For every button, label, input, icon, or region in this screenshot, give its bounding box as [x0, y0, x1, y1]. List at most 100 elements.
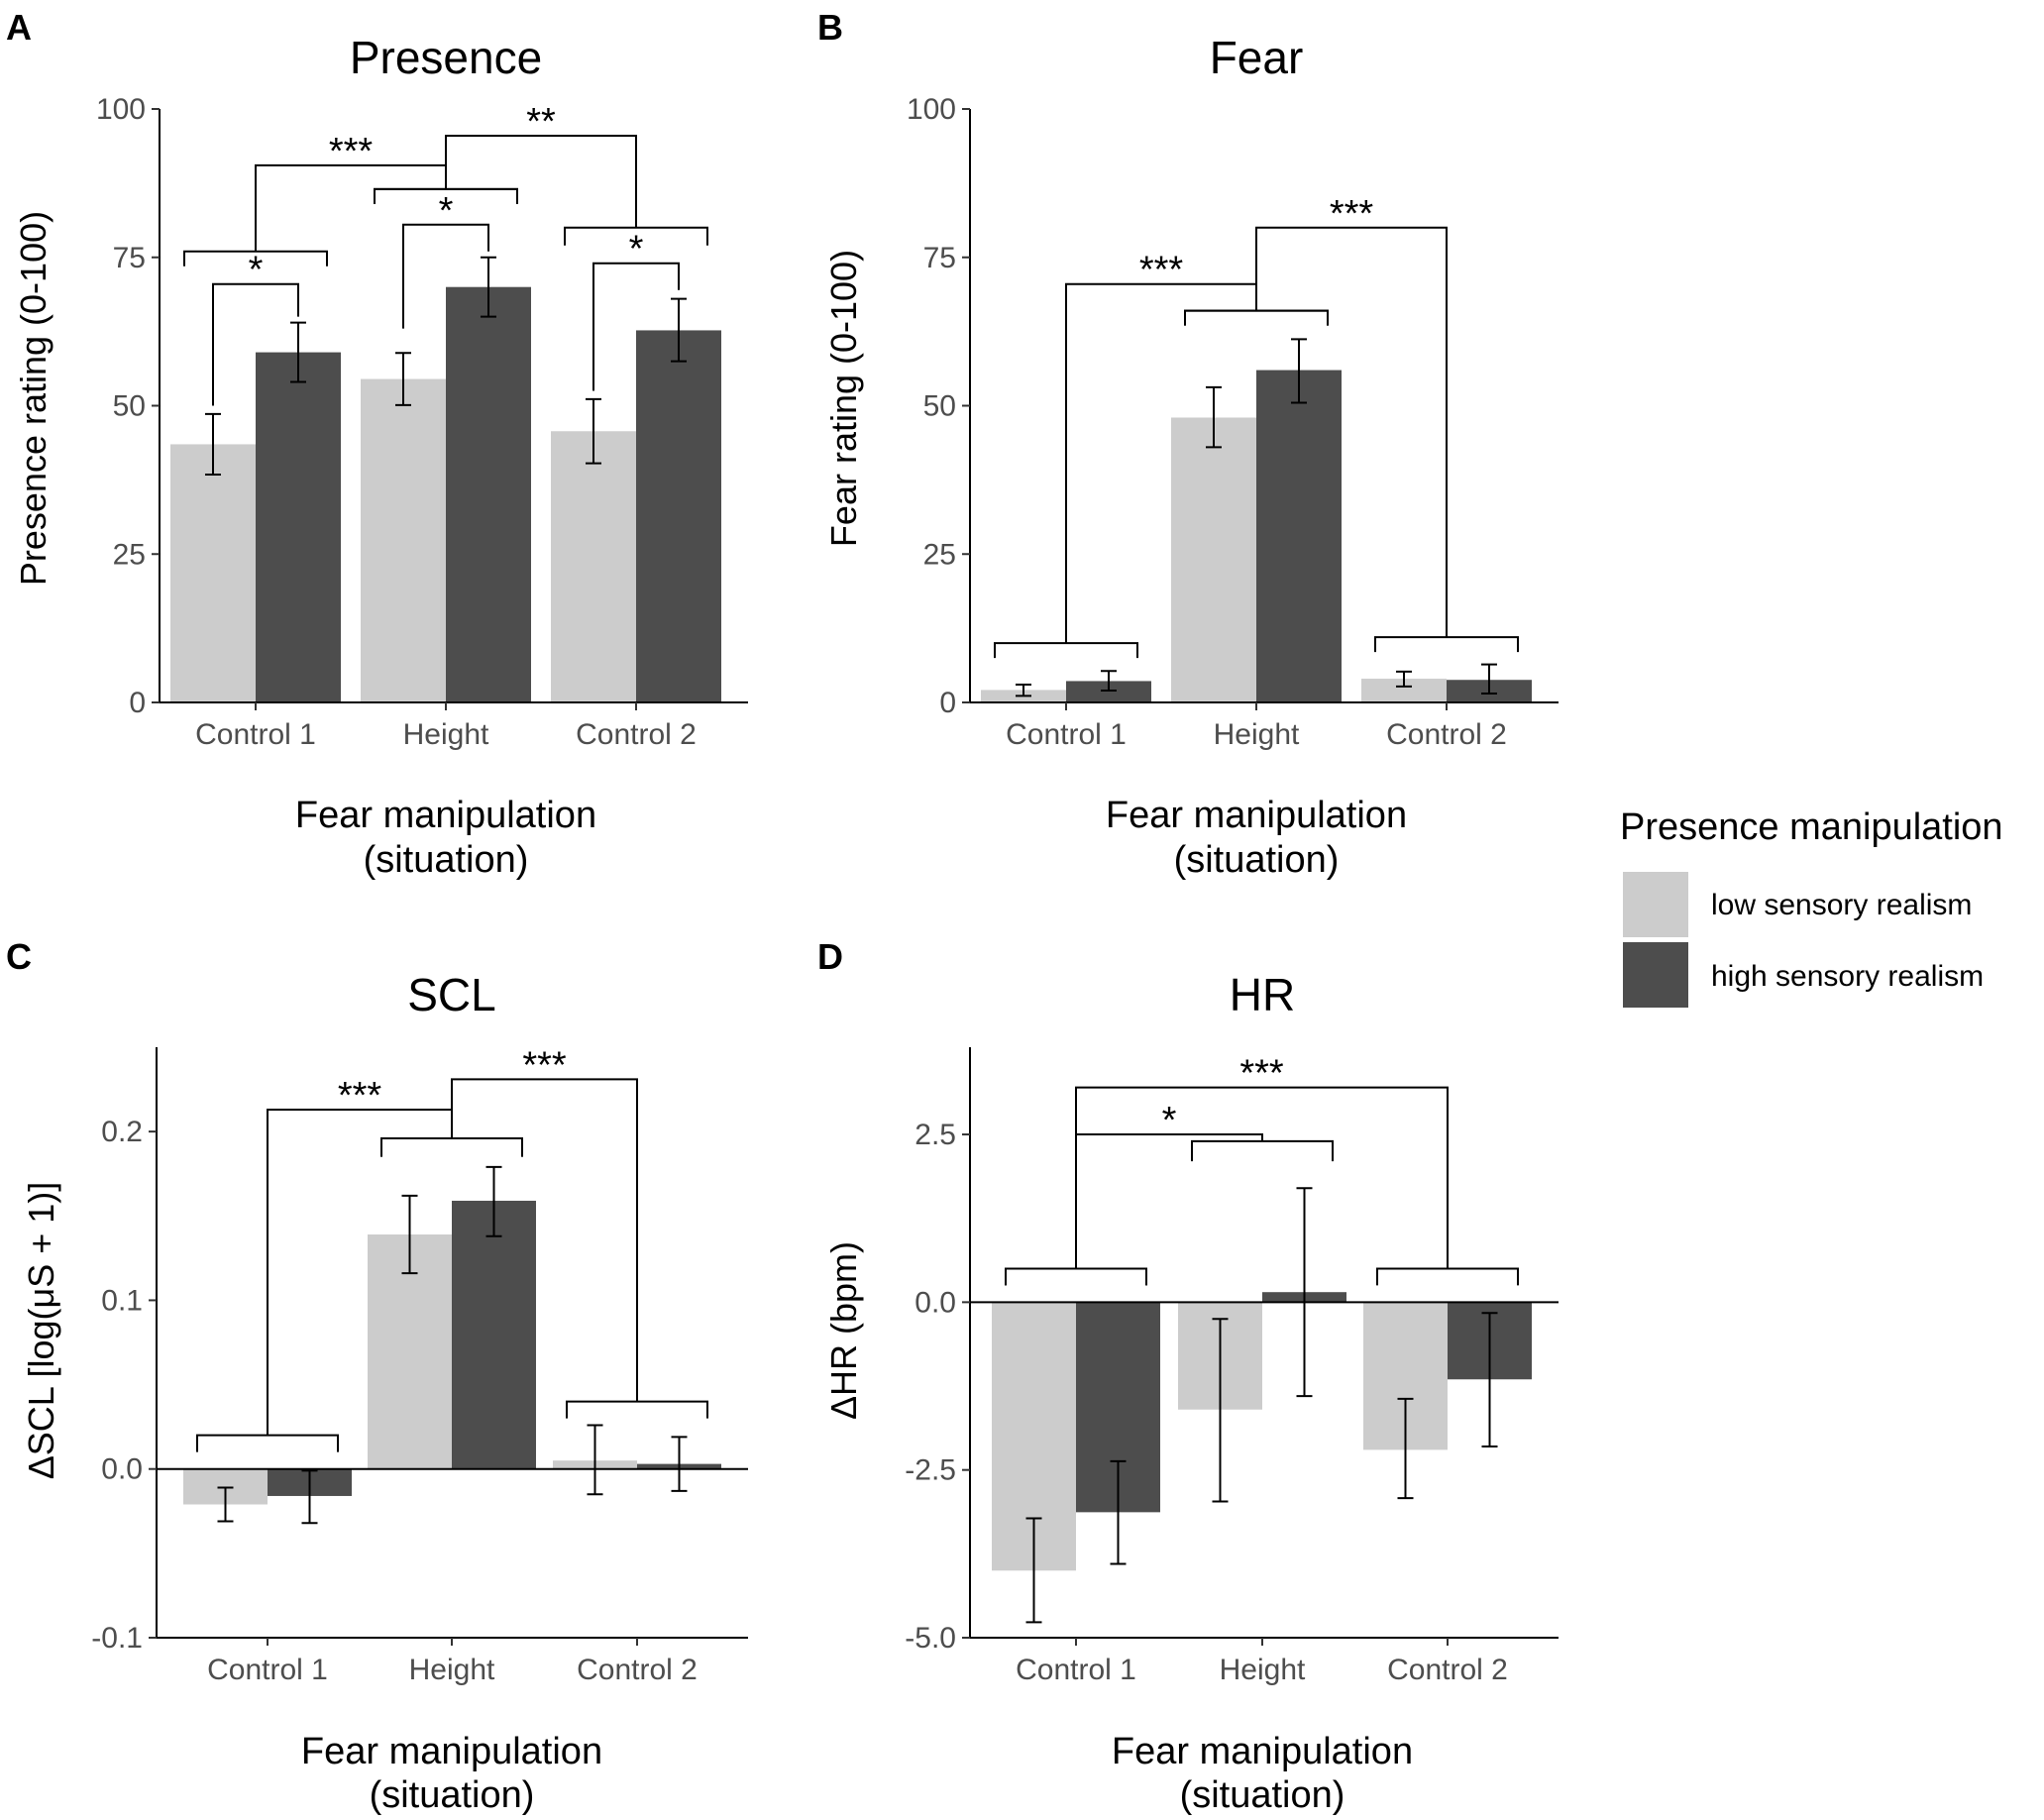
p0-sig-bracket-0: [212, 282, 299, 406]
p2-errorbar-low-1: [401, 1194, 418, 1275]
p0-ytick-label-2: 50: [113, 390, 146, 423]
p1-ytick-label-3: 75: [923, 242, 956, 274]
p1-ytick-label-1: 25: [923, 538, 956, 571]
p1-ytick-label-0: 0: [939, 687, 956, 719]
p3-xtick-label-2: Control 2: [1387, 1654, 1508, 1686]
panel-d-xlabel-line2: (situation): [1180, 1774, 1345, 1816]
panel-a-label: A: [6, 7, 32, 48]
panel-d: D HR ΔHR (bpm) Fear manipulation (situat…: [817, 936, 1559, 1816]
p1-sig-label-1: ***: [1330, 193, 1374, 235]
p2-errorbar-low-2: [587, 1424, 603, 1496]
panel-a-xlabel-line2: (situation): [364, 839, 529, 881]
p1-bar-high-1: [1256, 370, 1342, 702]
p0-xtick-label-1: Height: [403, 718, 489, 751]
panel-a: A Presence Presence rating (0-100) Fear …: [6, 7, 748, 881]
p0-sig-label-2: *: [629, 229, 644, 270]
p1-ytick-label-4: 100: [907, 93, 956, 126]
p1-bar-low-2: [1361, 679, 1447, 702]
panel-b: B Fear Fear rating (0-100) Fear manipula…: [817, 7, 1559, 881]
p3-errorbar-low-1: [1212, 1318, 1229, 1503]
panel-b-xlabel-line2: (situation): [1174, 839, 1340, 881]
p2-errorbar-low-0: [217, 1486, 234, 1523]
panel-a-title: Presence: [350, 32, 542, 83]
legend-title: Presence manipulation: [1620, 806, 2003, 848]
p3-errorbar-high-2: [1481, 1312, 1498, 1447]
p3-sig-bracket-1: [1005, 1133, 1334, 1286]
p3-sig-label-1: *: [1162, 1100, 1177, 1141]
panel-d-label: D: [817, 936, 843, 977]
panel-c: C SCL ΔSCL [log(μS + 1)] Fear manipulati…: [6, 936, 748, 1816]
p0-errorbar-high-1: [481, 256, 496, 318]
p0-sig-bracket-1: [402, 223, 489, 329]
p3-sig-label-0: ***: [1239, 1053, 1284, 1095]
p3-ytick-label-2: 0.0: [914, 1286, 956, 1319]
p0-sig-label-3: ***: [329, 131, 374, 172]
p1-errorbar-low-2: [1396, 670, 1412, 688]
panel-b-xlabel-line1: Fear manipulation: [1106, 795, 1407, 836]
p1-sig-bracket-1: [1184, 226, 1519, 653]
p0-ytick-label-4: 100: [96, 93, 146, 126]
p1-errorbar-high-2: [1481, 663, 1497, 696]
p0-errorbar-high-0: [290, 321, 306, 383]
p3-ytick-label-0: -5.0: [905, 1622, 956, 1655]
p2-xtick-label-2: Control 2: [577, 1654, 698, 1686]
p0-bar-high-2: [636, 330, 721, 702]
panel-c-xlabel-line1: Fear manipulation: [301, 1731, 602, 1772]
p1-errorbar-high-1: [1291, 338, 1307, 404]
p3-ytick-label-1: -2.5: [905, 1454, 956, 1487]
p0-sig-bracket-2: [592, 262, 680, 391]
panel-a-ylabel: Presence rating (0-100): [13, 211, 54, 586]
p1-xtick-label-1: Height: [1214, 718, 1300, 751]
p0-ytick-label-1: 25: [113, 538, 146, 571]
p2-ytick-label-1: 0.0: [101, 1453, 143, 1486]
p1-sig-label-0: ***: [1139, 250, 1184, 291]
legend-label-low: low sensory realism: [1711, 889, 1972, 921]
p2-bar-high-1: [452, 1200, 536, 1469]
legend: Presence manipulation low sensory realis…: [1620, 806, 2003, 1008]
p0-xtick-label-2: Control 2: [576, 718, 697, 751]
p0-sig-label-0: *: [249, 250, 264, 291]
panel-c-title: SCL: [407, 969, 495, 1020]
p1-bar-low-1: [1171, 417, 1256, 702]
p2-sig-label-0: ***: [338, 1075, 382, 1117]
p2-ytick-label-3: 0.2: [101, 1116, 143, 1148]
p0-errorbar-low-2: [586, 397, 601, 465]
p2-xtick-label-0: Control 1: [207, 1654, 328, 1686]
p0-errorbar-low-0: [205, 412, 221, 476]
p2-errorbar-high-0: [301, 1469, 318, 1525]
p0-bar-high-1: [446, 286, 531, 702]
panel-a-xlabel-line1: Fear manipulation: [295, 795, 596, 836]
p0-bar-low-2: [551, 431, 636, 702]
p2-errorbar-high-1: [485, 1165, 502, 1237]
panel-b-ylabel: Fear rating (0-100): [823, 250, 864, 547]
panel-b-title: Fear: [1210, 32, 1304, 83]
p2-ytick-label-2: 0.1: [101, 1284, 143, 1317]
p1-ytick-label-2: 50: [923, 390, 956, 423]
p3-errorbar-high-1: [1296, 1187, 1313, 1398]
p0-bar-low-1: [361, 378, 446, 702]
p3-errorbar-low-0: [1025, 1517, 1042, 1624]
p1-xtick-label-0: Control 1: [1006, 718, 1127, 751]
panel-d-ylabel: ΔHR (bpm): [823, 1241, 864, 1420]
p0-ytick-label-0: 0: [129, 687, 146, 719]
p3-errorbar-low-2: [1397, 1397, 1414, 1500]
p2-errorbar-high-2: [671, 1436, 688, 1492]
legend-swatch-low: [1623, 872, 1688, 937]
panel-c-xlabel-line2: (situation): [370, 1774, 535, 1816]
panel-d-title: HR: [1230, 969, 1295, 1020]
panel-d-xlabel-line1: Fear manipulation: [1112, 1731, 1413, 1772]
p3-errorbar-high-0: [1110, 1459, 1127, 1565]
p1-errorbar-low-1: [1206, 385, 1222, 449]
p0-ytick-label-3: 75: [113, 242, 146, 274]
p0-bar-low-0: [170, 444, 256, 702]
p3-xtick-label-0: Control 1: [1016, 1654, 1136, 1686]
panel-b-label: B: [817, 7, 843, 48]
p0-sig-bracket-4: [374, 134, 708, 246]
p0-xtick-label-0: Control 1: [195, 718, 316, 751]
p1-errorbar-high-0: [1101, 670, 1117, 693]
p3-ytick-label-3: 2.5: [914, 1119, 956, 1151]
p0-errorbar-low-1: [395, 352, 411, 406]
p2-sig-bracket-1: [380, 1078, 708, 1419]
panel-c-label: C: [6, 936, 32, 977]
